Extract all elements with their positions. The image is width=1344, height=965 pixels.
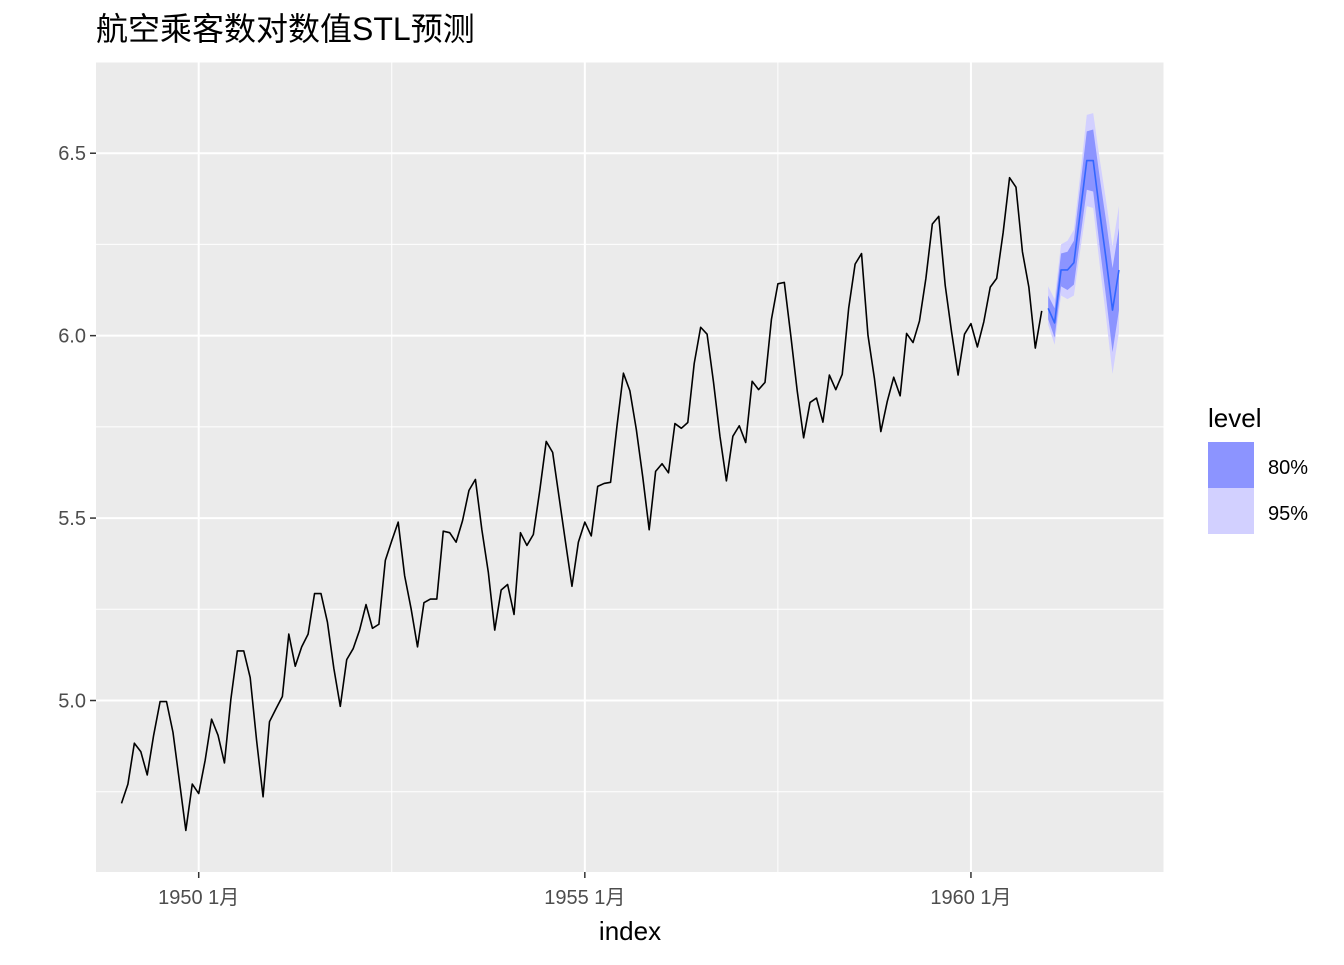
y-tick-label: 5.0 — [58, 691, 86, 713]
grid-lines — [96, 61, 1165, 872]
legend-swatch-80 — [1208, 442, 1254, 488]
legend-label-95: 95% — [1268, 503, 1308, 525]
x-tick-label: 1960 1月 — [930, 887, 1011, 909]
x-tick-label: 1955 1月 — [544, 887, 625, 909]
forecast-intervals — [1048, 113, 1119, 374]
legend: level 80% 95% — [1208, 403, 1308, 534]
x-tick-label: 1950 1月 — [158, 887, 239, 909]
y-tick-label: 6.0 — [58, 326, 86, 348]
series-lines — [120, 159, 1120, 832]
y-tick-label: 6.5 — [58, 143, 86, 165]
y-tick-label: 5.5 — [58, 508, 86, 530]
axes: 5.0 5.5 6.0 6.5 1950 1月 1955 1月 1960 1月 — [58, 143, 1011, 909]
x-axis-title: index — [599, 916, 661, 946]
interval-80-band — [1048, 129, 1119, 353]
legend-swatch-95 — [1208, 488, 1254, 534]
legend-label-80: 80% — [1268, 457, 1308, 479]
legend-title: level — [1208, 403, 1261, 433]
forecast-mean-line — [1047, 159, 1120, 324]
chart-title: 航空乘客数对数值STL预测 — [96, 11, 475, 47]
history-line — [120, 176, 1043, 832]
plot-panel — [96, 62, 1164, 872]
interval-95-band — [1048, 113, 1119, 374]
